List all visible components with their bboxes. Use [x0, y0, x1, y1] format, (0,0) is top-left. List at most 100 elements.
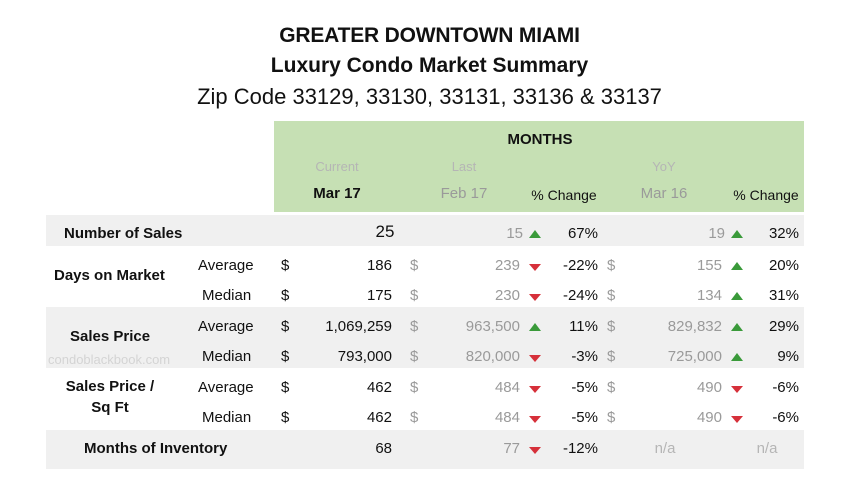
arrow-up-icon [529, 323, 541, 331]
arrow-up-icon [731, 353, 743, 361]
sales-yoy: 19 [708, 225, 725, 242]
sqft-avg-last: 484 [494, 379, 520, 396]
yoy-label: YoY [652, 159, 676, 174]
currency-symbol: $ [607, 257, 616, 274]
currency-symbol: $ [607, 348, 616, 365]
arrow-down-icon [529, 264, 541, 271]
price-avg-last: 963,500 [465, 318, 520, 335]
currency-symbol: $ [281, 318, 290, 335]
price-avg-yoy-change: 29% [768, 318, 799, 335]
inventory-yoy-change: n/a [756, 440, 778, 457]
sales-yoy-change: 32% [768, 225, 799, 242]
inventory-last-change: -12% [562, 440, 598, 457]
arrow-down-icon [529, 355, 541, 362]
dom-med-yoy: 134 [696, 287, 722, 304]
inventory-yoy: n/a [654, 440, 676, 457]
watermark: condoblackbook.com [48, 352, 171, 367]
sales-last-change: 67% [567, 225, 598, 242]
arrow-down-icon [731, 416, 743, 423]
yoy-period: Mar 16 [640, 185, 688, 202]
sqft-med-yoy: 490 [696, 409, 722, 426]
row-band-sales [46, 215, 804, 246]
row-label-months-of-inventory: Months of Inventory [84, 440, 228, 457]
price-avg-yoy: 829,832 [667, 318, 722, 335]
currency-symbol: $ [607, 287, 616, 304]
last-period: Feb 17 [440, 185, 488, 202]
current-label: Current [315, 159, 359, 174]
sqft-avg-yoy-change: -6% [772, 379, 799, 396]
currency-symbol: $ [410, 257, 419, 274]
last-label: Last [451, 159, 477, 174]
row-label-days-on-market: Days on Market [54, 267, 165, 284]
price-med-yoy-change: 9% [777, 348, 799, 365]
report-subtitle: Luxury Condo Market Summary [270, 54, 589, 77]
sqft-med-current: 462 [366, 409, 392, 426]
arrow-up-icon [731, 323, 743, 331]
months-header-band [274, 121, 804, 212]
months-group-title: MONTHS [507, 131, 573, 148]
currency-symbol: $ [281, 379, 290, 396]
dom-med-yoy-change: 31% [768, 287, 799, 304]
sqft-avg-yoy: 490 [696, 379, 722, 396]
zip-codes-line: Zip Code 33129, 33130, 33131, 33136 & 33… [197, 84, 662, 109]
currency-symbol: $ [410, 409, 419, 426]
currency-symbol: $ [410, 379, 419, 396]
arrow-down-icon [529, 294, 541, 301]
row-label-number-of-sales: Number of Sales [64, 225, 183, 242]
dom-avg-yoy-change: 20% [768, 257, 799, 274]
arrow-down-icon [529, 386, 541, 393]
sales-current: 25 [375, 222, 395, 241]
dom-avg-current: 186 [366, 257, 392, 274]
currency-symbol: $ [281, 287, 290, 304]
row-band-price [46, 307, 804, 368]
currency-symbol: $ [410, 287, 419, 304]
report-title: GREATER DOWNTOWN MIAMI [279, 24, 580, 47]
current-period: Mar 17 [313, 185, 361, 202]
dom-avg-last-change: -22% [562, 257, 598, 274]
arrow-down-icon [529, 416, 541, 423]
sqft-med-yoy-change: -6% [772, 409, 799, 426]
row-label-price-per-sqft-line1: Sales Price / [65, 378, 155, 395]
dom-med-sublabel: Median [202, 287, 252, 304]
price-avg-current: 1,069,259 [325, 318, 392, 335]
price-med-current: 793,000 [337, 348, 392, 365]
currency-symbol: $ [281, 257, 290, 274]
row-label-sales-price: Sales Price [70, 328, 151, 345]
currency-symbol: $ [607, 379, 616, 396]
price-avg-last-change: 11% [569, 318, 598, 335]
price-med-last: 820,000 [465, 348, 520, 365]
dom-avg-yoy: 155 [696, 257, 722, 274]
dom-avg-last: 239 [494, 257, 520, 274]
price-med-last-change: -3% [571, 348, 598, 365]
sqft-avg-sublabel: Average [198, 379, 254, 396]
arrow-up-icon [731, 230, 743, 238]
currency-symbol: $ [410, 318, 419, 335]
arrow-down-icon [529, 447, 541, 454]
dom-med-current: 175 [366, 287, 392, 304]
currency-symbol: $ [281, 409, 290, 426]
price-med-yoy: 725,000 [667, 348, 722, 365]
sqft-avg-last-change: -5% [571, 379, 598, 396]
currency-symbol: $ [410, 348, 419, 365]
sqft-med-last: 484 [494, 409, 520, 426]
row-band-inventory [46, 430, 804, 469]
arrow-up-icon [529, 230, 541, 238]
yoy-change-header: % Change [733, 187, 799, 203]
sqft-med-last-change: -5% [571, 409, 598, 426]
arrow-up-icon [731, 292, 743, 300]
dom-avg-sublabel: Average [198, 257, 254, 274]
dom-med-last-change: -24% [562, 287, 598, 304]
dom-med-last: 230 [494, 287, 520, 304]
sqft-med-sublabel: Median [202, 409, 252, 426]
inventory-last: 77 [503, 440, 520, 457]
arrow-up-icon [731, 262, 743, 270]
arrow-down-icon [731, 386, 743, 393]
inventory-current: 68 [375, 440, 392, 457]
price-avg-sublabel: Average [198, 318, 254, 335]
last-change-header: % Change [531, 187, 597, 203]
currency-symbol: $ [281, 348, 290, 365]
price-med-sublabel: Median [202, 348, 252, 365]
currency-symbol: $ [607, 409, 616, 426]
currency-symbol: $ [607, 318, 616, 335]
sales-last: 15 [506, 225, 523, 242]
